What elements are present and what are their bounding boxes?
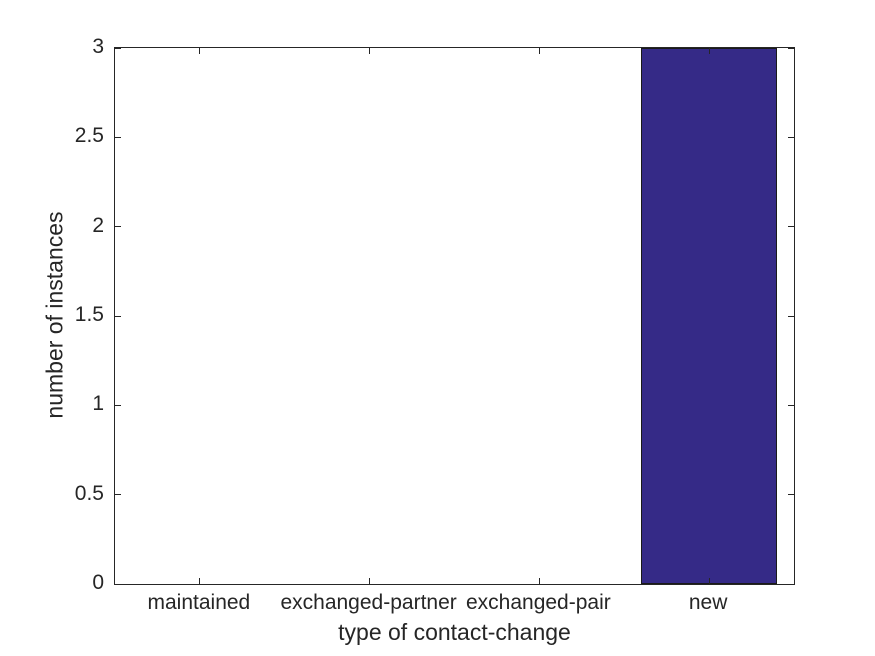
- y-tick-label: 1.5: [74, 303, 104, 326]
- y-tick-right: [788, 136, 794, 138]
- x-tick-label: new: [688, 591, 728, 614]
- x-tick-bottom: [199, 578, 201, 584]
- y-tick-label: 0.5: [74, 481, 104, 505]
- x-tick-top: [538, 48, 540, 54]
- x-tick-top: [199, 48, 201, 54]
- y-tick-label: 1: [92, 392, 104, 416]
- x-tick-bottom: [369, 578, 371, 584]
- y-tick-label: 2: [92, 213, 104, 237]
- x-tick-top: [708, 48, 710, 54]
- x-tick-label: exchanged-pair: [465, 591, 611, 614]
- y-tick-right: [788, 583, 794, 585]
- y-tick-left: [115, 583, 121, 585]
- y-tick-right: [788, 47, 794, 49]
- y-tick-left: [115, 136, 121, 138]
- x-tick-label: maintained: [147, 591, 251, 614]
- y-tick-left: [115, 315, 121, 317]
- y-tick-left: [115, 494, 121, 496]
- y-tick-right: [788, 494, 794, 496]
- bar-new: [641, 48, 778, 584]
- y-tick-right: [788, 315, 794, 317]
- x-axis-label-text: type of contact-change: [338, 619, 571, 645]
- y-tick-left: [115, 47, 121, 49]
- y-tick-label: 2.5: [74, 124, 104, 148]
- x-tick-bottom: [708, 578, 710, 584]
- x-tick-label: exchanged-partner: [280, 591, 457, 614]
- x-tick-bottom: [538, 578, 540, 584]
- x-axis-label: type of contact-change: [0, 619, 875, 646]
- y-tick-right: [788, 226, 794, 228]
- y-tick-right: [788, 404, 794, 406]
- y-tick-label: 0: [92, 571, 104, 594]
- y-tick-left: [115, 226, 121, 228]
- plot-area: [114, 47, 795, 585]
- y-tick-left: [115, 404, 121, 406]
- x-tick-top: [369, 48, 371, 54]
- y-tick-label: 3: [92, 35, 104, 58]
